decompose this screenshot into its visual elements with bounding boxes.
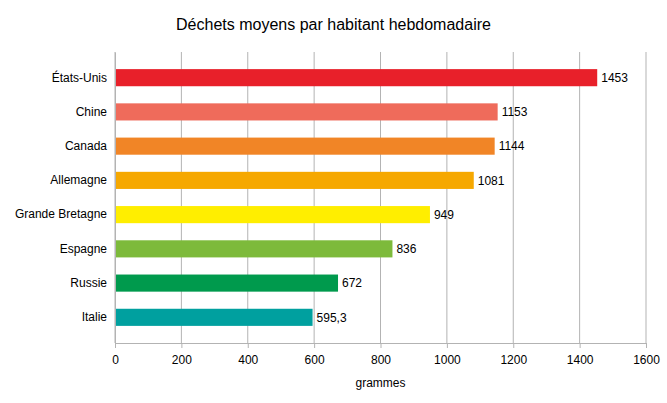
grid-line: [247, 52, 248, 343]
y-tick: Grande Bretagne: [15, 207, 115, 221]
grid-line: [380, 52, 381, 343]
x-axis-title: grammes: [355, 376, 405, 390]
bar: [115, 103, 498, 120]
grid-line: [314, 52, 315, 343]
bars: [115, 69, 597, 326]
x-tick-label: 400: [238, 353, 258, 367]
x-tick-label: 1200: [500, 353, 527, 367]
y-axis: États-Unis Chine Canada Allemagne Grande Bre…: [15, 53, 116, 344]
x-tick-label: 800: [371, 353, 391, 367]
x-tick: 1000: [434, 343, 461, 367]
x-tick: 600: [305, 343, 325, 367]
x-tick: 1400: [567, 343, 594, 367]
y-tick-label: Canada: [65, 139, 107, 153]
bar: [115, 138, 495, 155]
grid-line: [579, 52, 580, 343]
bar: [115, 309, 313, 326]
y-tick: Italie: [82, 310, 115, 324]
x-tick-label: 1000: [434, 353, 461, 367]
x-tick-mark: [248, 343, 249, 348]
data-label: 1081: [478, 174, 505, 188]
x-axis: 0 200 400 600 800 1000 1200 1400 1600: [112, 343, 660, 367]
x-tick: 0: [112, 343, 119, 367]
x-tick: 200: [172, 343, 192, 367]
x-tick-mark: [314, 343, 315, 348]
data-label: 949: [434, 208, 454, 222]
bar: [115, 206, 430, 223]
x-tick-label: 600: [305, 353, 325, 367]
y-tick-label: Allemagne: [50, 173, 107, 187]
grid-line: [446, 52, 447, 343]
y-tick: Canada: [65, 139, 115, 153]
y-tick: Chine: [76, 105, 115, 119]
x-tick: 1600: [633, 343, 660, 367]
grid-line: [646, 52, 647, 343]
data-label: 1153: [502, 105, 528, 119]
data-labels: 1453 1153 1144 1081 949 836 672 595,3: [317, 71, 629, 325]
grid: [115, 52, 646, 343]
y-tick-label: Espagne: [60, 242, 108, 256]
bar: [115, 275, 338, 292]
grid-line: [181, 52, 182, 343]
x-tick-mark: [115, 343, 116, 348]
plot: 0 200 400 600 800 1000 1200 1400 1600 États-Unis C…: [15, 52, 660, 367]
x-tick: 800: [371, 343, 391, 367]
grid-line: [513, 52, 514, 343]
data-label: 1144: [499, 139, 525, 153]
data-label: 672: [342, 276, 362, 290]
y-tick: États-Unis: [52, 70, 115, 85]
x-tick-label: 1600: [633, 353, 660, 367]
bar: [115, 172, 474, 189]
chart: Déchets moyens par habitant hebdomadaire…: [0, 0, 667, 403]
x-tick-label: 1400: [567, 353, 594, 367]
title: Déchets moyens par habitant hebdomadaire: [176, 16, 491, 33]
x-tick-mark: [580, 343, 581, 348]
y-tick-label: États-Unis: [52, 70, 107, 85]
bar: [115, 240, 392, 257]
y-tick: Allemagne: [50, 173, 115, 187]
data-label: 836: [396, 242, 416, 256]
grid-line: [115, 52, 116, 343]
x-tick: 1200: [500, 343, 527, 367]
y-tick-label: Italie: [82, 310, 108, 324]
x-tick-label: 0: [112, 353, 119, 367]
x-tick-mark: [646, 343, 647, 348]
bar: [115, 69, 597, 86]
x-tick-mark: [181, 343, 182, 348]
y-tick: Espagne: [60, 242, 115, 256]
y-tick-label: Chine: [76, 105, 108, 119]
x-tick-mark: [447, 343, 448, 348]
x-tick-mark: [381, 343, 382, 348]
y-axis-line: [115, 53, 116, 344]
x-tick-mark: [513, 343, 514, 348]
x-tick: 400: [238, 343, 258, 367]
data-label: 595,3: [317, 311, 347, 325]
data-label: 1453: [601, 71, 628, 85]
y-tick-label: Grande Bretagne: [15, 207, 107, 221]
y-tick: Russie: [70, 276, 115, 290]
x-tick-label: 200: [172, 353, 192, 367]
y-tick-label: Russie: [70, 276, 107, 290]
